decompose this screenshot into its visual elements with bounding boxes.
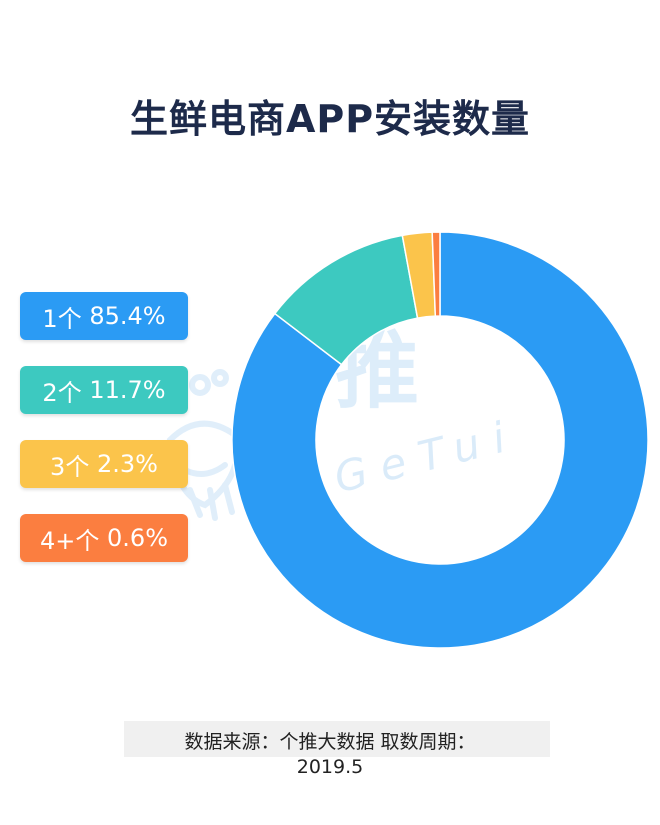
legend-label: 3个 — [50, 452, 90, 481]
legend-label: 2个 — [42, 378, 82, 407]
source-line-1: 数据来源：个推大数据 取数周期： — [184, 731, 476, 753]
legend-value: 85.4% — [81, 302, 166, 330]
legend-label: 4+个 — [40, 526, 100, 555]
legend-item-3: 3个 2.3% — [20, 440, 188, 488]
legend-item-4: 4+个 0.6% — [20, 514, 188, 562]
legend-value: 2.3% — [89, 450, 158, 478]
legend-item-1: 1个 85.4% — [20, 292, 188, 340]
source-line-2: 2019.5 — [296, 756, 364, 778]
chart-title: 生鲜电商APP安装数量 — [129, 97, 531, 141]
donut-slice-4 — [431, 231, 441, 317]
legend-value: 11.7% — [81, 376, 166, 404]
donut-slice-1 — [231, 231, 649, 649]
source-box — [124, 721, 550, 757]
legend-item-2: 2个 11.7% — [20, 366, 188, 414]
legend-label: 1个 — [42, 304, 82, 333]
legend-value: 0.6% — [99, 524, 168, 552]
